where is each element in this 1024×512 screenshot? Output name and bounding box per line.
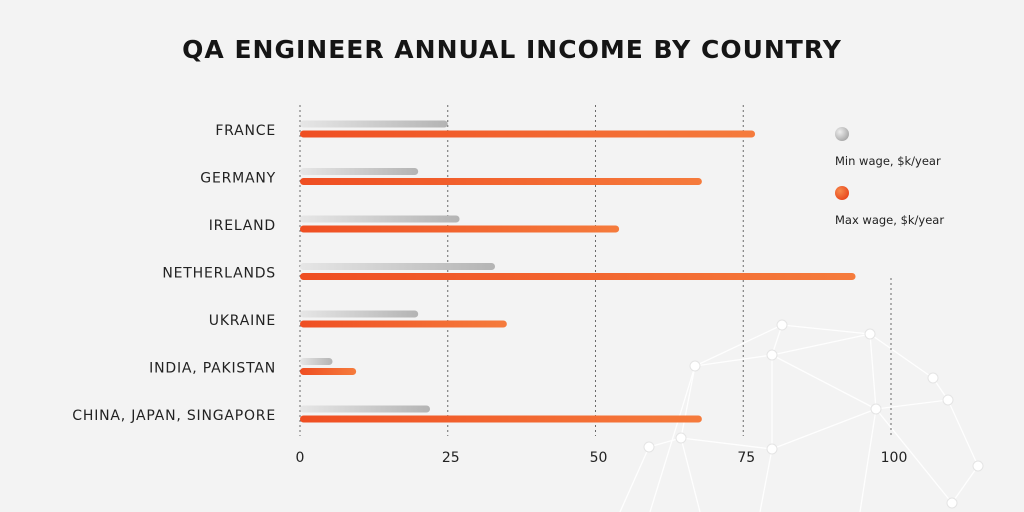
x-axis-tick-labels: 0 25 50 75 100 <box>296 450 908 466</box>
x-tick-label-75: 75 <box>737 450 755 466</box>
bar-min-china-japan-singapore <box>300 405 431 413</box>
bar-min-germany <box>300 168 419 175</box>
category-label-india-pakistan: INDIA, PAKISTAN <box>149 361 276 377</box>
network-decoration <box>619 319 984 512</box>
category-label-germany: GERMANY <box>200 171 276 187</box>
category-label-ukraine: UKRAINE <box>209 313 276 329</box>
x-tick-label-25: 25 <box>442 450 460 466</box>
legend-swatch-max <box>835 186 849 200</box>
x-tick-label-100: 100 <box>881 450 908 466</box>
bar-max-netherlands <box>300 273 856 280</box>
category-label-ireland: IRELAND <box>209 218 276 234</box>
bar-min-netherlands <box>300 263 496 270</box>
bar-min-ireland <box>300 215 460 223</box>
bar-min-france <box>300 120 448 128</box>
legend: Min wage, $k/year Max wage, $k/year <box>835 127 944 227</box>
bar-max-france <box>300 130 756 138</box>
bar-max-india-pakistan <box>300 368 357 375</box>
bar-min-ukraine <box>300 310 419 318</box>
bar-min-india-pakistan <box>300 358 333 365</box>
bars-group <box>300 120 856 423</box>
category-label-netherlands: NETHERLANDS <box>162 266 276 282</box>
legend-label-max: Max wage, $k/year <box>835 213 944 227</box>
legend-label-min: Min wage, $k/year <box>835 154 941 168</box>
chart-title: QA ENGINEER ANNUAL INCOME BY COUNTRY <box>182 35 842 64</box>
gridlines <box>299 105 892 436</box>
bar-max-ukraine <box>300 320 507 328</box>
bar-max-china-japan-singapore <box>300 415 702 423</box>
x-tick-label-0: 0 <box>296 450 305 466</box>
bar-max-ireland <box>300 225 620 233</box>
bar-max-germany <box>300 178 702 185</box>
x-tick-label-50: 50 <box>590 450 608 466</box>
category-label-china-japan-singapore: CHINA, JAPAN, SINGAPORE <box>72 408 276 424</box>
category-label-france: FRANCE <box>215 123 276 139</box>
category-labels: FRANCE GERMANY IRELAND NETHERLANDS UKRAINE IN… <box>72 123 276 424</box>
legend-swatch-min <box>835 127 849 141</box>
